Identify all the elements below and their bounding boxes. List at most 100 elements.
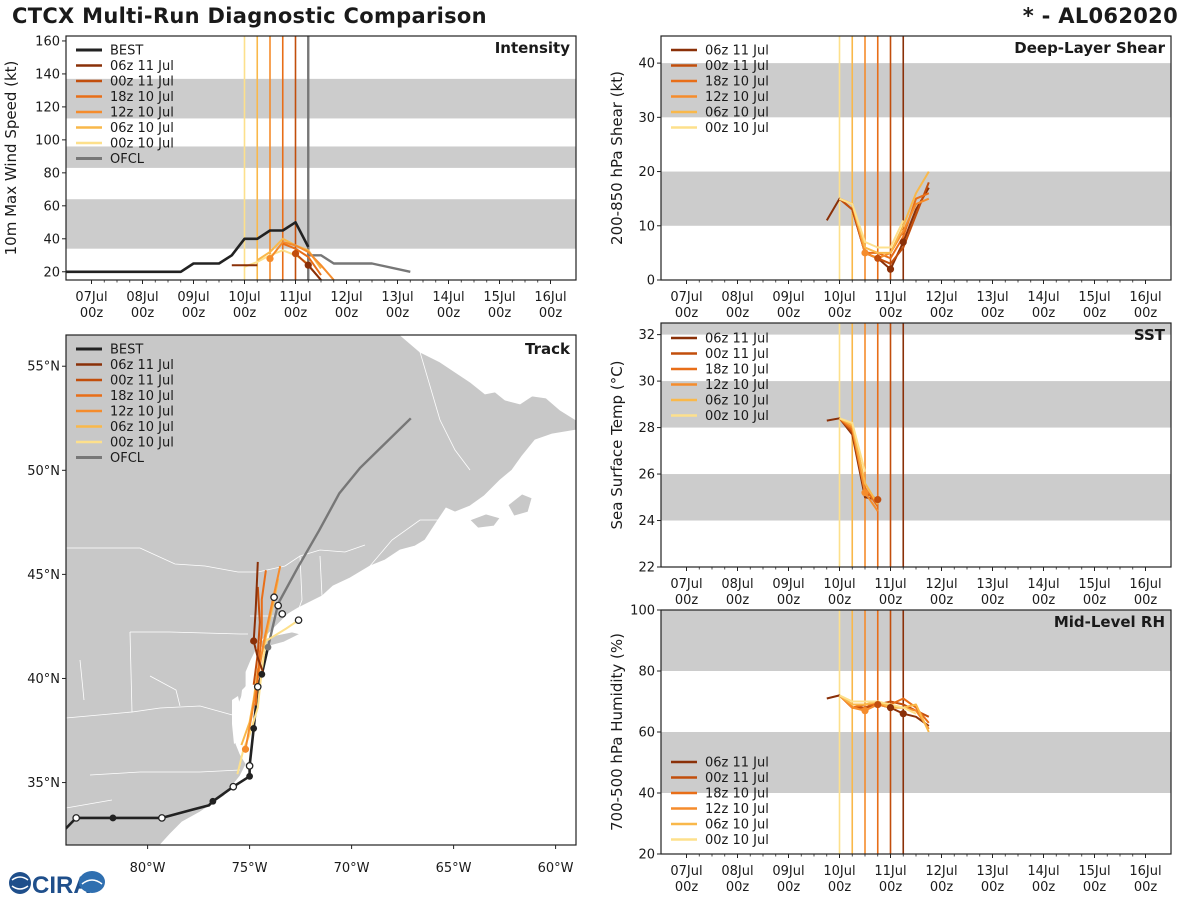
x-tick-label: 00z [182, 306, 206, 321]
best-fix-point [209, 797, 217, 805]
logo-globe-icon [9, 872, 31, 894]
x-tick-label: 00z [284, 306, 308, 321]
x-tick-label: 09Jul [177, 290, 209, 305]
series-line [269, 241, 335, 280]
y-tick-label: 30 [638, 375, 655, 390]
panel-track: 80°W 75°W 70°W 65°W 60°W 35°N 40°N 45°N 50°N 55°N… [27, 334, 577, 876]
y-tick-label: 80 [638, 665, 655, 680]
legend-label: 00z 11 Jul [705, 347, 769, 362]
y-tick-label: 45°N [27, 568, 60, 583]
legend-label: 06z 11 Jul [705, 756, 769, 771]
x-tick-label: 10Jul [823, 577, 855, 592]
x-tick-label: 00z [828, 880, 852, 895]
best-forecast-point [158, 814, 166, 822]
x-tick-label: 00z [981, 306, 1005, 321]
data-point [874, 254, 882, 262]
x-tick-label: 00z [675, 593, 699, 608]
best-forecast-point [72, 814, 81, 822]
x-tick-label: 11Jul [874, 290, 906, 305]
legend-label: 12z 10 Jul [110, 106, 174, 121]
plot-area-rh [661, 610, 1171, 854]
cape-breton [507, 493, 533, 517]
shade-band [661, 323, 1171, 335]
track-map [66, 335, 576, 845]
x-tick-label: 80°W [130, 861, 166, 876]
legend-label: 18z 10 Jul [705, 787, 769, 802]
best-fix-point [109, 814, 117, 822]
legend-label: 06z 11 Jul [110, 358, 174, 373]
best-fix-point [246, 772, 254, 780]
x-tick-label: 08Jul [126, 290, 158, 305]
x-tick-label: 00z [879, 306, 903, 321]
x-tick-label: 00z [335, 306, 359, 321]
x-tick-label: 00z [675, 306, 699, 321]
legend-label: 00z 10 Jul [705, 409, 769, 424]
shade-band [661, 474, 1171, 521]
x-tick-label: 11Jul [874, 577, 906, 592]
y-tick-label: 20 [638, 165, 655, 180]
x-tick-label: 00z [539, 306, 563, 321]
x-tick-label: 07Jul [670, 577, 702, 592]
panel-title: Track [525, 340, 571, 358]
data-point [861, 489, 869, 497]
legend-label: 12z 10 Jul [705, 802, 769, 817]
x-tick-label: 70°W [334, 861, 370, 876]
best-forecast-point [245, 762, 254, 770]
legend-label: 06z 11 Jul [705, 332, 769, 347]
x-tick-label: 09Jul [772, 864, 804, 879]
x-tick-label: 07Jul [75, 290, 107, 305]
x-tick-label: 00z [726, 880, 750, 895]
x-tick-label: 08Jul [721, 864, 753, 879]
x-tick-label: 60°W [538, 861, 574, 876]
y-tick-label: 30 [638, 111, 655, 126]
x-tick-label: 12Jul [330, 290, 362, 305]
data-point [304, 261, 312, 269]
x-tick-label: 15Jul [1078, 864, 1110, 879]
x-tick-label: 00z [879, 880, 903, 895]
x-tick-label: 00z [777, 593, 801, 608]
data-point [874, 496, 882, 504]
x-tick-label: 00z [675, 880, 699, 895]
x-tick-label: 00z [828, 306, 852, 321]
y-tick-label: 0 [647, 274, 655, 289]
data-point [266, 254, 274, 263]
x-tick-label: 00z [777, 880, 801, 895]
y-tick-label: 60 [638, 726, 655, 741]
series-line [252, 586, 261, 685]
forecast-point [294, 616, 303, 625]
x-tick-label: 10Jul [823, 864, 855, 879]
x-tick-label: 13Jul [976, 577, 1008, 592]
forecast-point [270, 593, 278, 602]
x-tick-label: 00z [1134, 593, 1158, 608]
x-tick-label: 00z [1083, 306, 1107, 321]
series-line [839, 197, 905, 249]
legend-label: 06z 10 Jul [110, 420, 174, 435]
x-tick-label: 00z [437, 306, 461, 321]
y-tick-label: 40 [638, 787, 655, 802]
panel-sst: 07Jul00z08Jul00z09Jul00z10Jul00z11Jul00z… [608, 322, 1172, 608]
legend-label: 18z 10 Jul [110, 389, 174, 404]
shade-band [661, 63, 1171, 118]
data-point [886, 704, 895, 712]
x-tick-label: 00z [726, 306, 750, 321]
x-tick-label: 00z [726, 593, 750, 608]
legend-label: OFCL [110, 451, 145, 466]
x-tick-label: 00z [777, 306, 801, 321]
y-tick-label: 100 [35, 133, 60, 148]
legend-label: 06z 11 Jul [110, 59, 174, 74]
series-line [838, 694, 930, 730]
y-tick-label: 26 [638, 468, 655, 483]
y-axis-label: Sea Surface Temp (°C) [608, 360, 626, 529]
y-tick-label: 60 [43, 199, 60, 214]
x-tick-label: 16Jul [1129, 577, 1161, 592]
x-tick-label: 08Jul [721, 290, 753, 305]
us-canada-landmass [66, 335, 576, 845]
x-tick-label: 00z [879, 593, 903, 608]
series-line [66, 221, 310, 274]
x-tick-label: 00z [981, 593, 1005, 608]
y-tick-label: 32 [638, 328, 655, 343]
x-tick-label: 12Jul [925, 577, 957, 592]
best-forecast-point [229, 782, 238, 791]
